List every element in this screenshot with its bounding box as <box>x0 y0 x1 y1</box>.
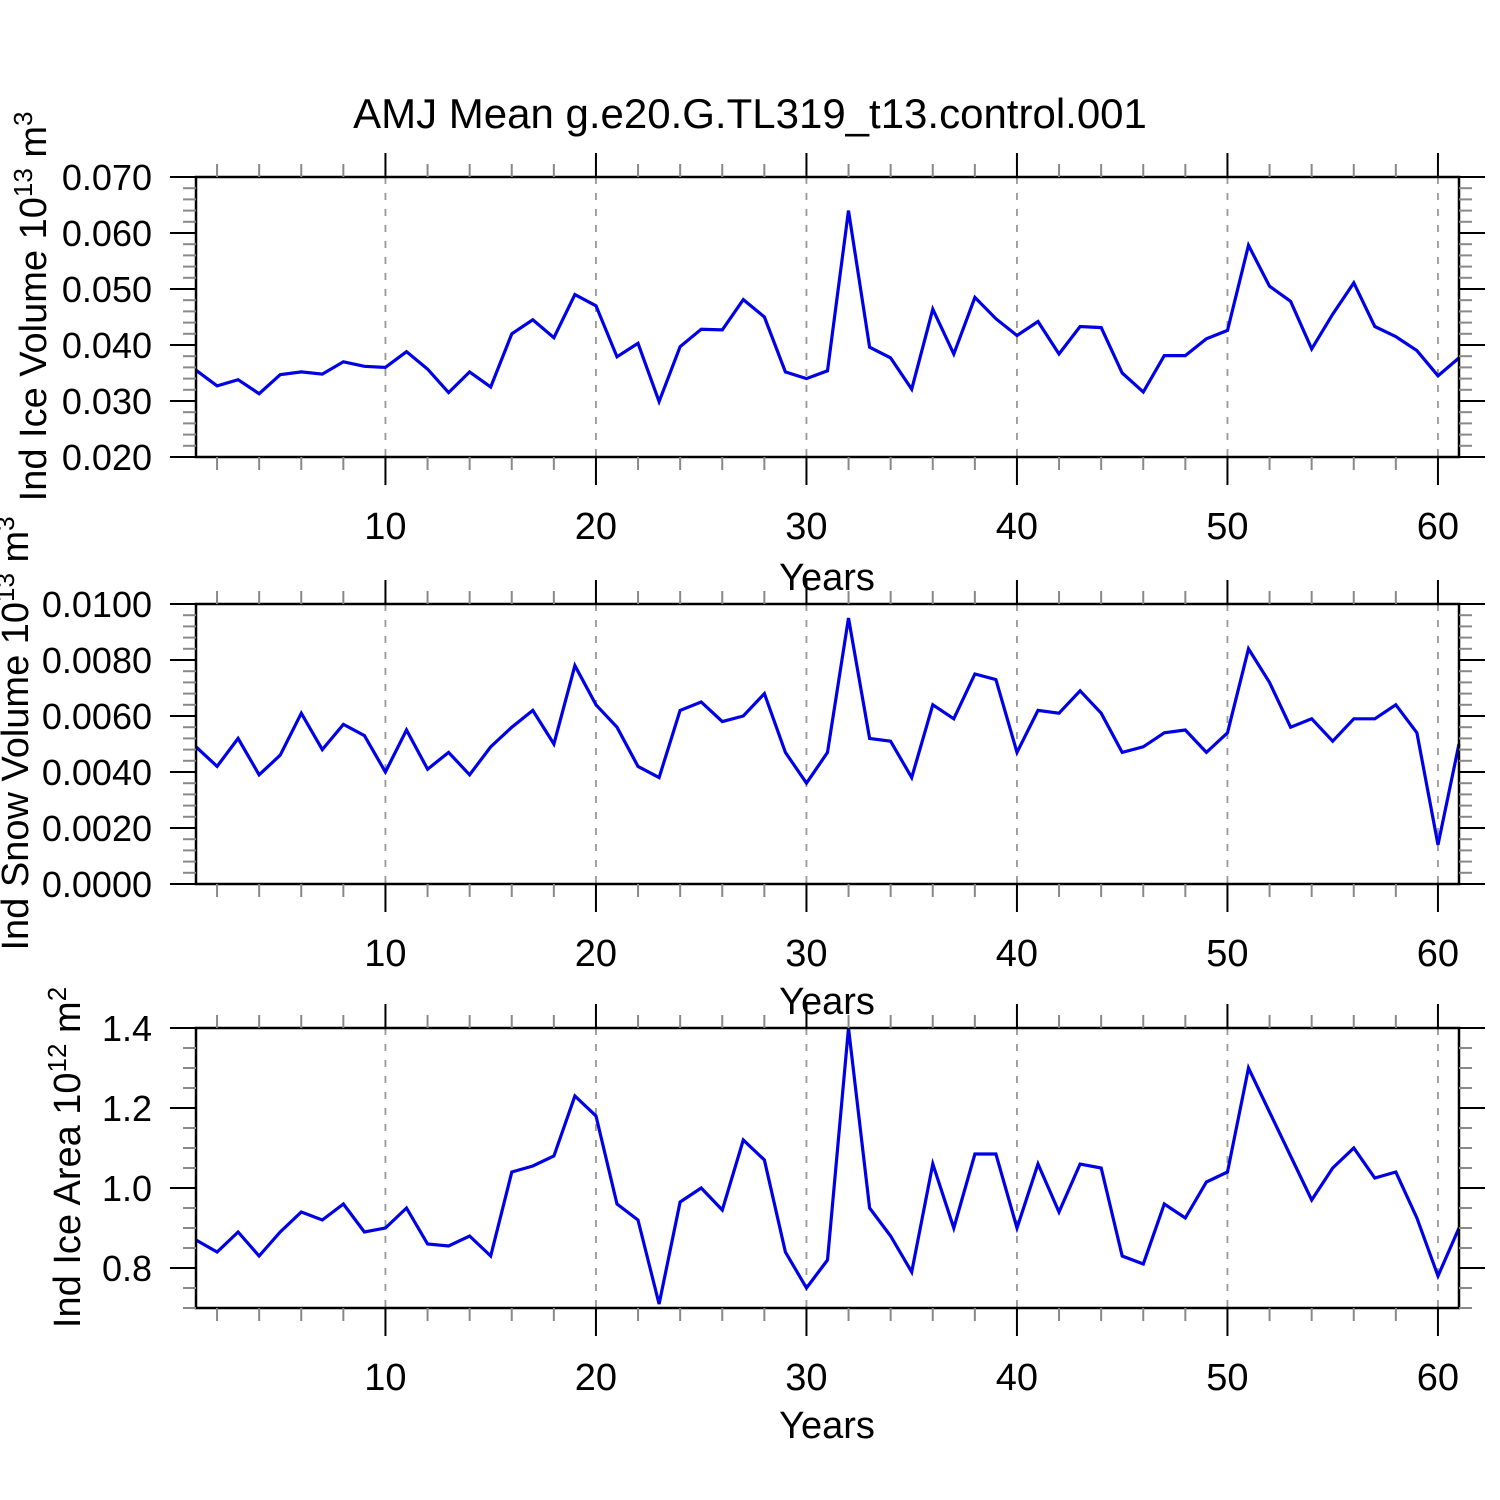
y-tick-label: 1.0 <box>102 1168 152 1209</box>
data-line-panel-2 <box>194 617 1461 846</box>
x-axis-title-panel-2: Years <box>779 981 875 1023</box>
panel-3: 10 20 30 40 50 60 0.8 1.0 1.2 1.4 <box>102 1004 1485 1399</box>
x-tick-label: 30 <box>785 933 827 975</box>
x-tick-label: 60 <box>1417 506 1459 548</box>
x-axis-title-panel-3: Years <box>779 1405 875 1447</box>
y-tick-label: 0.0000 <box>42 864 152 905</box>
plot-box <box>194 602 1461 886</box>
y-tick-label: 1.2 <box>102 1088 152 1129</box>
y-tick-label: 0.020 <box>62 437 152 478</box>
y-tick-label: 0.0060 <box>42 696 152 737</box>
y-axis-title-panel-2: Ind Snow Volume 1013 m3 <box>0 464 37 1025</box>
x-tick-label: 50 <box>1206 1357 1248 1399</box>
x-tick-label: 50 <box>1206 933 1248 975</box>
panel-1: 10 20 30 40 50 60 0.020 0.030 0.040 0.050 0.060 0.0… <box>62 153 1485 548</box>
y-axis-title-panel-3: Ind Ice Area 1012 m2 <box>33 934 89 1402</box>
plot-box <box>194 1026 1461 1310</box>
panel-2: 10 20 30 40 50 60 0.0000 0.0020 0.0040 0.0060 0.00… <box>42 580 1485 975</box>
generated-panels: 10 20 30 40 50 60 0.020 0.030 0.040 0.050 0.060 0.0… <box>42 153 1485 1399</box>
x-tick-label: 30 <box>785 1357 827 1399</box>
y-tick-label: 0.0020 <box>42 808 152 849</box>
plot-box <box>194 175 1461 459</box>
x-tick-label: 20 <box>575 1357 617 1399</box>
y-tick-label: 0.060 <box>62 213 152 254</box>
y-tick-label: 0.030 <box>62 381 152 422</box>
x-tick-label: 40 <box>996 506 1038 548</box>
data-line-panel-3 <box>195 1027 1461 1305</box>
y-tick-label: 0.0040 <box>42 752 152 793</box>
y-tick-label: 0.050 <box>62 269 152 310</box>
y-tick-label: 0.070 <box>62 157 152 198</box>
x-tick-label: 40 <box>996 933 1038 975</box>
y-tick-label: 0.0100 <box>42 584 152 625</box>
x-tick-label: 30 <box>785 506 827 548</box>
y-axis-title-panel-1: Ind Ice Volume 1013 m3 <box>0 59 55 576</box>
data-line-panel-1 <box>195 210 1461 407</box>
x-tick-label: 20 <box>575 506 617 548</box>
y-tick-label: 0.0080 <box>42 640 152 681</box>
y-tick-label: 0.8 <box>102 1248 152 1289</box>
x-tick-label: 60 <box>1417 933 1459 975</box>
x-tick-label: 20 <box>575 933 617 975</box>
x-tick-label: 50 <box>1206 506 1248 548</box>
x-tick-label: 60 <box>1417 1357 1459 1399</box>
x-tick-label: 40 <box>996 1357 1038 1399</box>
y-tick-label: 1.4 <box>102 1008 152 1049</box>
chart-title: AMJ Mean g.e20.G.TL319_t13.control.001 <box>353 90 1147 137</box>
x-axis-title-panel-1: Years <box>779 557 875 599</box>
x-tick-label: 10 <box>364 933 406 975</box>
x-tick-label: 10 <box>364 506 406 548</box>
x-tick-label: 10 <box>364 1357 406 1399</box>
y-tick-label: 0.040 <box>62 325 152 366</box>
